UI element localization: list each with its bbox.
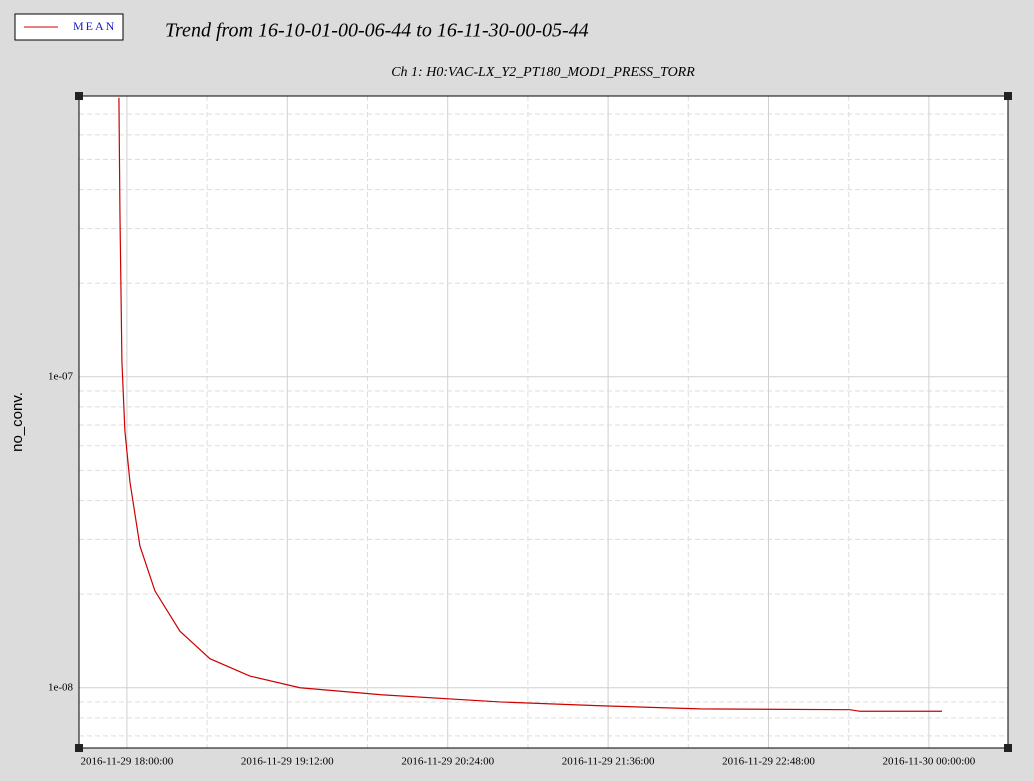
- legend-label: MEAN: [73, 19, 116, 33]
- chart-subtitle: Ch 1: H0:VAC-LX_Y2_PT180_MOD1_PRESS_TORR: [391, 65, 695, 80]
- y-tick-label: 1e-08: [48, 681, 74, 693]
- data-line: [118, 97, 942, 712]
- x-tick-label: 2016-11-29 19:12:00: [241, 756, 334, 768]
- frame-corner: [75, 744, 83, 752]
- plot-frame: [78, 95, 1009, 749]
- x-tick-label: 2016-11-29 22:48:00: [722, 756, 815, 768]
- x-tick-label: 2016-11-29 18:00:00: [81, 756, 174, 768]
- frame-corner: [1004, 92, 1012, 100]
- x-tick-label: 2016-11-30 00:00:00: [883, 756, 976, 768]
- frame-corner: [1004, 744, 1012, 752]
- frame-corner: [75, 92, 83, 100]
- chart-title: Trend from 16-10-01-00-06-44 to 16-11-30…: [165, 20, 589, 42]
- x-tick-label: 2016-11-29 20:24:00: [401, 756, 494, 768]
- x-tick-label: 2016-11-29 21:36:00: [562, 756, 655, 768]
- y-axis-label: no_conv.: [9, 392, 26, 452]
- y-tick-label: 1e-07: [48, 370, 74, 382]
- plot-area: [79, 96, 1008, 748]
